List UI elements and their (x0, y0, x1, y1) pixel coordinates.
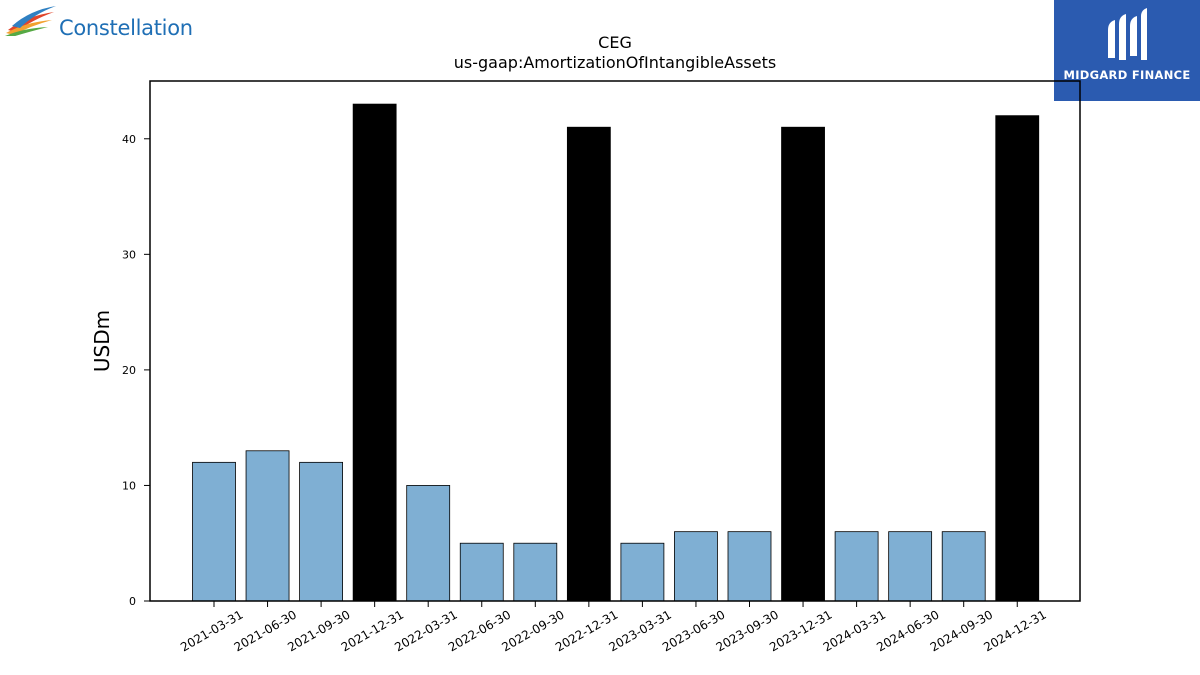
bar-2024-12-31 (995, 115, 1040, 602)
bar-2022-03-31 (406, 485, 451, 602)
chart-title: CEG (598, 33, 632, 52)
midgard-mm-icon (1108, 8, 1147, 60)
y-tick-label: 0 (129, 595, 136, 608)
constellation-wordmark: Constellation (59, 16, 193, 40)
y-tick-label: 30 (122, 248, 136, 261)
bar-2021-03-31 (192, 461, 236, 602)
bar-2023-03-31 (620, 542, 665, 602)
plot-frame (149, 80, 1081, 602)
bar-2024-06-30 (888, 531, 933, 602)
chart-subtitle: us-gaap:AmortizationOfIntangibleAssets (454, 53, 776, 72)
constellation-logo: Constellation (4, 4, 214, 48)
midgard-finance-logo: MIDGARD FINANCE (1054, 0, 1200, 101)
y-axis: 0 10 20 30 40 (122, 133, 150, 608)
bar-2024-09-30 (941, 531, 986, 602)
constellation-swoosh-icon (5, 6, 56, 36)
bar-2023-06-30 (674, 531, 718, 602)
bar-2022-12-31 (566, 126, 611, 602)
bar-2022-06-30 (459, 542, 504, 602)
bar-2021-09-30 (299, 461, 344, 602)
x-axis: 2021-03-312021-06-302021-09-302021-12-31… (178, 601, 1049, 654)
bar-2023-12-31 (781, 126, 825, 602)
bar-2022-09-30 (513, 542, 558, 602)
y-tick-label: 10 (122, 479, 136, 492)
bars-group (192, 103, 1040, 602)
bar-2023-09-30 (727, 531, 772, 602)
y-tick-label: 20 (122, 364, 136, 377)
midgard-finance-name: MIDGARD FINANCE (1063, 68, 1191, 82)
y-tick-label: 40 (122, 133, 136, 146)
y-axis-label: USDm (90, 310, 114, 372)
bar-2021-12-31 (352, 103, 397, 602)
bar-2021-06-30 (245, 450, 290, 602)
bar-2024-03-31 (834, 531, 879, 602)
